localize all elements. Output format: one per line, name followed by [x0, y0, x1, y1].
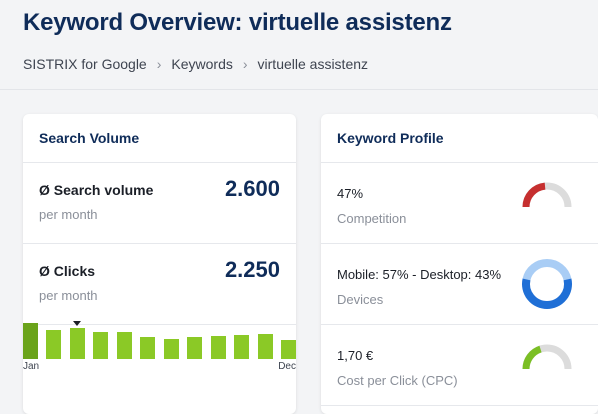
breadcrumb: SISTRIX for Google › Keywords › virtuell… — [23, 56, 368, 72]
devices-donut-desktop — [522, 259, 572, 281]
volume-bar[interactable] — [234, 334, 250, 359]
volume-bar[interactable] — [163, 339, 179, 359]
volume-bar[interactable] — [46, 330, 62, 359]
clicks-kpi: Ø Clicks per month 2.250 — [23, 244, 296, 325]
cpc-row: 1,70 € Cost per Click (CPC) — [321, 325, 598, 406]
volume-bar[interactable] — [210, 335, 226, 359]
search-volume-card-title: Search Volume — [23, 114, 296, 163]
search-volume-sub: per month — [39, 207, 98, 222]
header-divider — [0, 89, 598, 90]
page-title: Keyword Overview: virtuelle assistenz — [23, 9, 452, 36]
cpc-label: Cost per Click (CPC) — [337, 373, 458, 388]
cpc-gauge — [522, 344, 572, 370]
devices-donut-mobile — [522, 278, 572, 310]
keyword-profile-card-title: Keyword Profile — [321, 114, 598, 163]
volume-bar[interactable] — [69, 328, 85, 359]
chevron-right-icon: › — [156, 56, 162, 72]
cpc-gauge-fill — [522, 345, 542, 370]
search-volume-card: Search Volume Ø Search volume per month … — [23, 114, 296, 414]
search-volume-kpi: Ø Search volume per month 2.600 — [23, 163, 296, 244]
keyword-profile-card: Keyword Profile 47% Competition Mobile: … — [321, 114, 598, 414]
clicks-label: Ø Clicks — [39, 263, 96, 279]
search-volume-value: 2.600 — [224, 176, 280, 201]
volume-bar[interactable] — [116, 332, 132, 359]
breadcrumb-item-sistrix[interactable]: SISTRIX for Google — [23, 56, 147, 72]
competition-value: 47% — [337, 186, 364, 201]
devices-label: Devices — [337, 292, 384, 307]
chart-x-end-label: Dec — [278, 361, 296, 372]
clicks-value: 2.250 — [224, 257, 280, 282]
devices-value: Mobile: 57% - Desktop: 43% — [337, 267, 502, 282]
chevron-right-icon: › — [242, 56, 248, 72]
volume-bar[interactable] — [93, 332, 109, 359]
current-month-marker — [73, 321, 82, 327]
monthly-volume-chart — [23, 321, 296, 359]
competition-gauge — [522, 182, 572, 208]
competition-label: Competition — [337, 211, 407, 226]
competition-gauge-fill — [522, 182, 546, 208]
volume-bar[interactable] — [140, 337, 156, 359]
cpc-value: 1,70 € — [337, 348, 374, 363]
breadcrumb-item-keyword: virtuelle assistenz — [257, 56, 369, 72]
competition-row: 47% Competition — [321, 163, 598, 244]
chart-x-start-label: Jan — [23, 361, 40, 372]
breadcrumb-item-keywords[interactable]: Keywords — [171, 56, 233, 72]
devices-donut — [522, 259, 572, 310]
volume-bar[interactable] — [187, 336, 203, 359]
volume-bar[interactable] — [257, 333, 273, 359]
search-volume-label: Ø Search volume — [39, 182, 154, 198]
volume-bar[interactable] — [281, 340, 296, 359]
clicks-sub: per month — [39, 288, 98, 303]
devices-row: Mobile: 57% - Desktop: 43% Devices — [321, 244, 598, 325]
volume-bar[interactable] — [23, 323, 38, 359]
